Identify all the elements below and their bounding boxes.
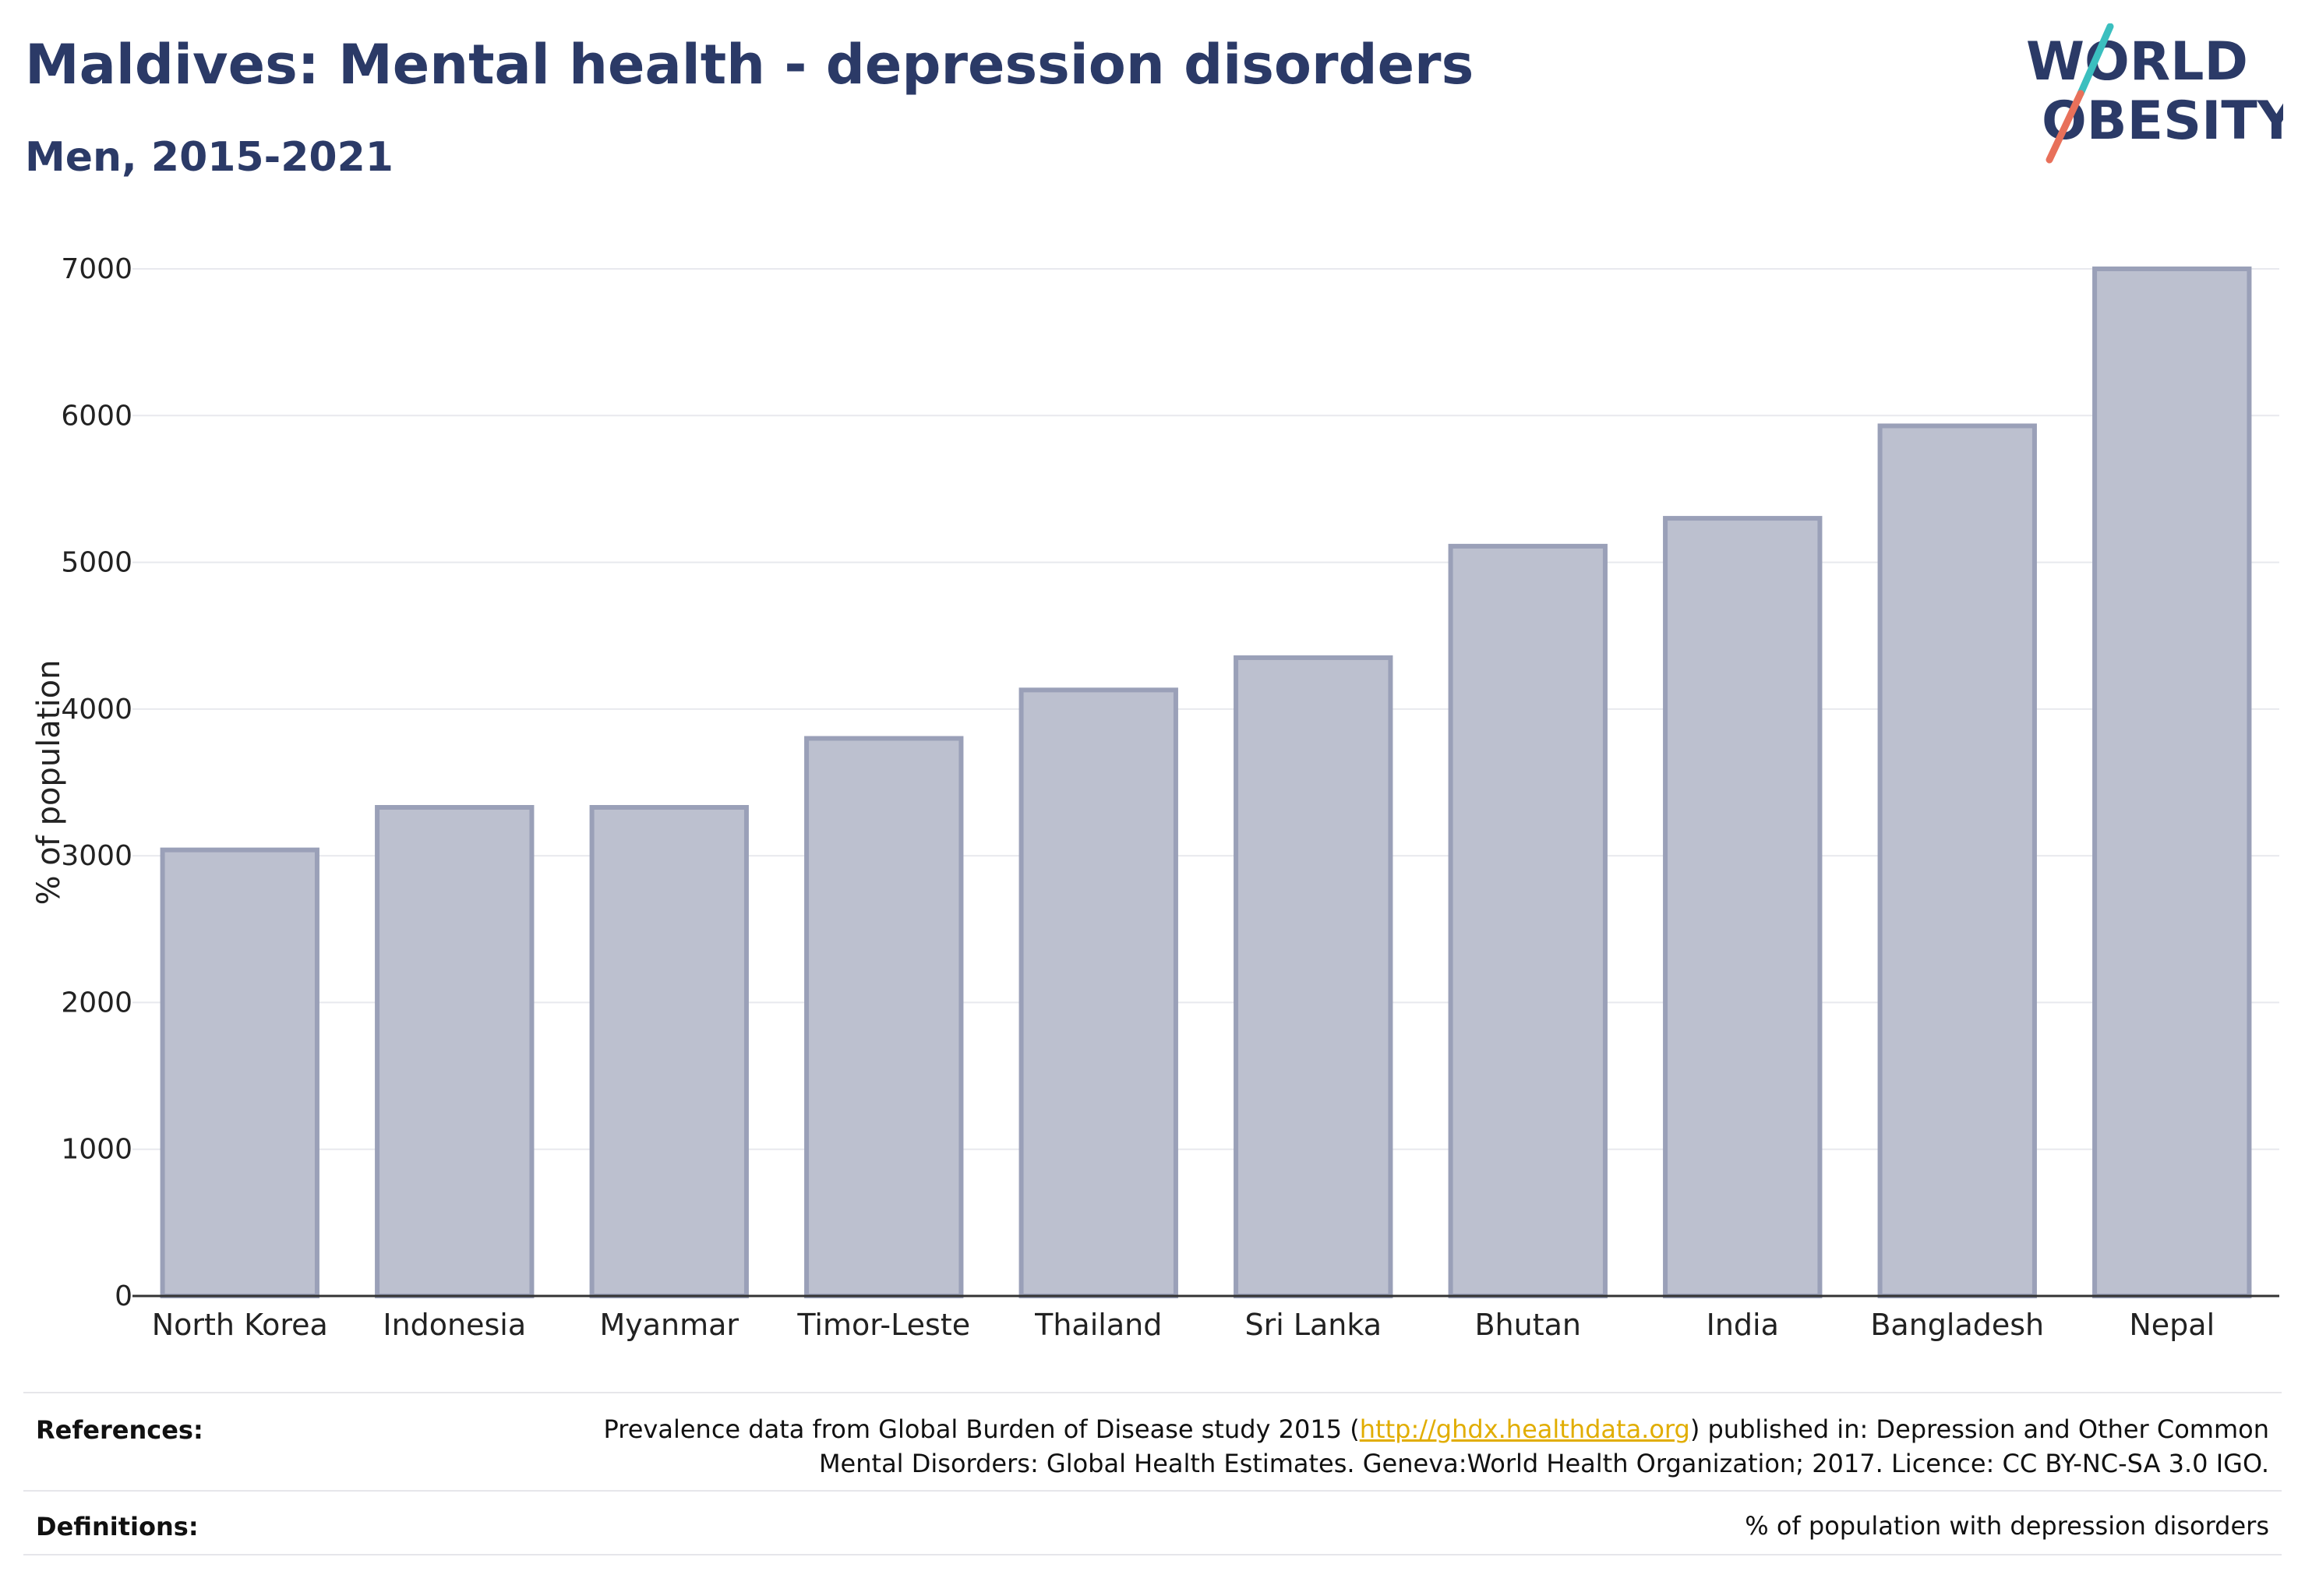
references-link[interactable]: http://ghdx.healthdata.org <box>1359 1414 1690 1444</box>
x-tick-label: Indonesia <box>383 1308 526 1342</box>
logo-slash-coral <box>2046 90 2084 164</box>
y-tick-label: 5000 <box>61 547 132 579</box>
footer-divider-mid <box>23 1490 2282 1492</box>
x-tick-label: Timor-Leste <box>796 1308 970 1342</box>
y-tick-label: 6000 <box>61 400 132 432</box>
references-post: ) published in: Depression and Other Com… <box>1689 1414 2269 1444</box>
y-tick-label: 4000 <box>61 694 132 726</box>
logo-line2: OBESITY <box>2042 90 2283 152</box>
logo-slash-teal <box>2077 23 2114 97</box>
y-tick-label: 7000 <box>61 253 132 285</box>
y-tick-label: 3000 <box>61 840 132 872</box>
x-tick-label: North Korea <box>152 1308 328 1342</box>
bar <box>2092 267 2252 1298</box>
bar <box>160 847 319 1298</box>
x-tick-label: Bhutan <box>1474 1308 1581 1342</box>
references-row: References: Prevalence data from Global … <box>23 1412 2282 1487</box>
x-tick-label: Bangladesh <box>1870 1308 2044 1342</box>
references-label: References: <box>36 1415 203 1445</box>
y-tick-label: 0 <box>115 1280 132 1312</box>
bar-chart: 0 1000 2000 3000 4000 5000 6000 7000 North Korea… <box>31 253 2279 1342</box>
world-obesity-logo: WORLD OBESITY <box>2026 23 2283 164</box>
y-axis-label: % of population <box>31 660 67 906</box>
definitions-text: % of population with depression disorder… <box>1745 1511 2269 1541</box>
definitions-label: Definitions: <box>36 1512 199 1541</box>
chart-subtitle: Men, 2015-2021 <box>25 134 394 181</box>
bar <box>804 736 964 1298</box>
references-line2: Mental Disorders: Global Health Estimate… <box>818 1449 2269 1478</box>
bar <box>1663 516 1823 1298</box>
x-tick-label: Nepal <box>2129 1308 2215 1342</box>
bar <box>1877 423 2037 1298</box>
x-tick-label: Thailand <box>1034 1308 1162 1342</box>
references-text: Prevalence data from Global Burden of Di… <box>604 1412 2269 1481</box>
bar <box>1018 687 1178 1298</box>
logo-line1: WORLD <box>2026 31 2248 93</box>
definitions-row: Definitions: % of population with depres… <box>23 1509 2282 1546</box>
chart-title: Maldives: Mental health - depression dis… <box>25 33 1474 97</box>
y-tick-label: 2000 <box>61 987 132 1019</box>
bar <box>375 805 535 1298</box>
x-tick-label: India <box>1707 1308 1779 1342</box>
bar <box>589 805 749 1298</box>
bar <box>1234 655 1393 1298</box>
references-pre: Prevalence data from Global Burden of Di… <box>603 1414 1360 1444</box>
footer-divider-bottom <box>23 1554 2282 1555</box>
footer-divider-top <box>23 1392 2282 1393</box>
y-tick-label: 1000 <box>61 1134 132 1166</box>
x-tick-label: Myanmar <box>599 1308 739 1342</box>
x-tick-label: Sri Lanka <box>1244 1308 1382 1342</box>
bar <box>1448 543 1608 1298</box>
